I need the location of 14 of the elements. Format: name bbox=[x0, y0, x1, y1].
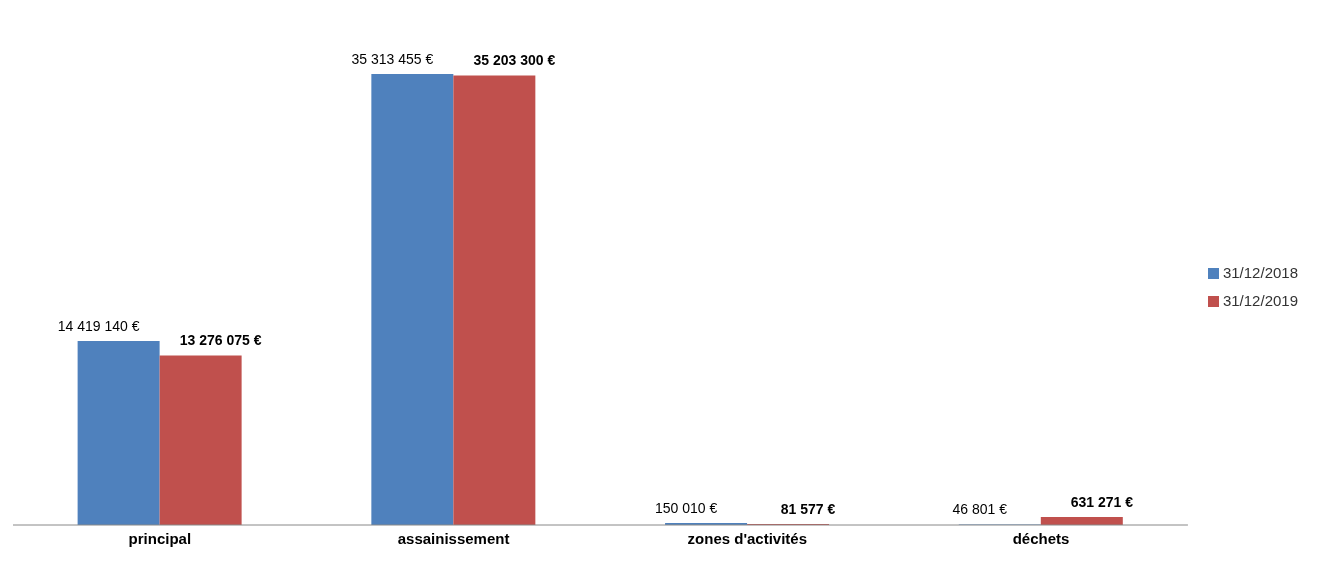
x-tick-label: assainissement bbox=[397, 529, 510, 547]
data-label: 35 313 455 € bbox=[351, 51, 434, 68]
data-label: 150 010 € bbox=[654, 500, 718, 517]
x-tick-label: déchets bbox=[1012, 529, 1070, 547]
data-label: 14 419 140 € bbox=[57, 317, 140, 334]
x-tick-label: zones d'activités bbox=[687, 529, 808, 547]
data-label: 13 276 075 € bbox=[179, 332, 262, 349]
data-label: 46 801 € bbox=[952, 501, 1008, 518]
x-tick-label: principal bbox=[128, 529, 192, 547]
legend-label: 31/12/2019 bbox=[1222, 291, 1298, 309]
data-label: 631 271 € bbox=[1070, 493, 1134, 510]
data-label: 35 203 300 € bbox=[473, 52, 556, 69]
legend-label: 31/12/2018 bbox=[1222, 263, 1298, 281]
data-label: 81 577 € bbox=[780, 500, 836, 517]
